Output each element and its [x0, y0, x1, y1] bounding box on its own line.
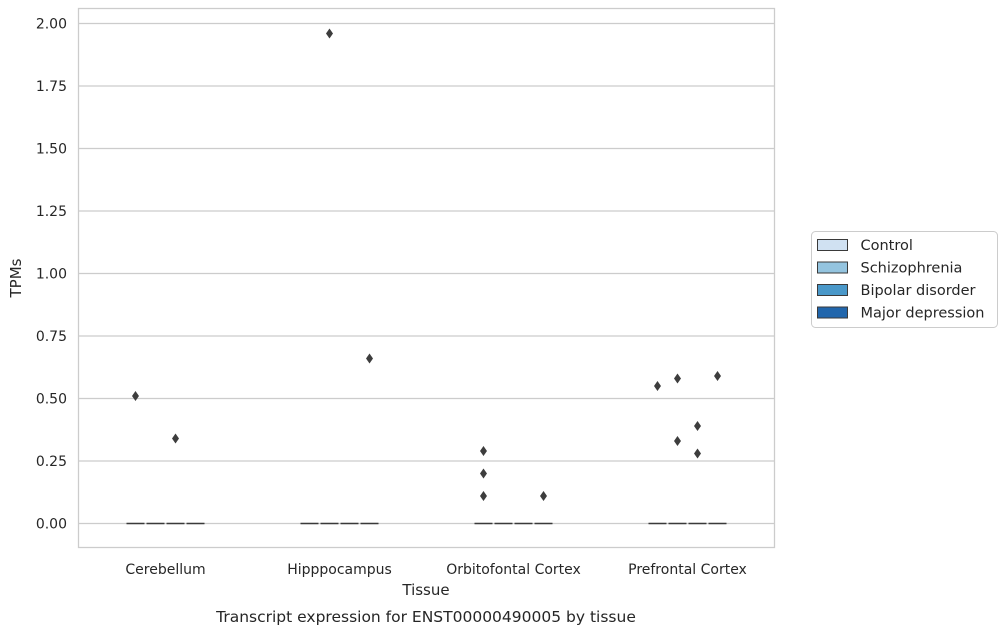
y-tick-label: 0.75: [36, 329, 67, 345]
y-tick-label: 1.50: [36, 142, 67, 158]
legend-swatch: [817, 261, 848, 274]
plot-area-frame: [77, 7, 776, 549]
y-tick-labels: 0.00 0.25 0.50 0.75 1.00 1.25 1.50 1.75 2.00: [36, 17, 67, 533]
x-tick-label: Cerebellum: [125, 562, 205, 578]
x-tick-label: Hipppocampus: [287, 562, 392, 578]
outlier-point: [694, 448, 702, 459]
legend-entry-label: Bipolar disorder: [861, 283, 976, 299]
y-tick-label: 1.25: [36, 204, 67, 220]
legend-entry-label: Control: [861, 238, 913, 254]
legend-frame: [811, 231, 998, 328]
y-tick-label: 0.25: [36, 454, 67, 470]
outlier-points: [131, 28, 722, 501]
outlier-point: [714, 371, 722, 381]
x-tick-labels: Cerebellum Hipppocampus Orbitofontal Corte…: [125, 562, 746, 578]
legend-entry-label: Schizophrenia: [861, 261, 963, 277]
legend-entry-label: Major depression: [861, 306, 985, 322]
outlier-point: [479, 468, 487, 479]
legend-swatch: [817, 239, 848, 251]
outlier-point: [479, 491, 487, 501]
y-tick-label: 1.00: [36, 267, 67, 283]
outlier-point: [366, 353, 374, 364]
outlier-point: [540, 491, 548, 501]
outlier-point: [673, 373, 681, 384]
outlier-point: [694, 421, 702, 431]
y-tick-label: 2.00: [36, 17, 67, 33]
outlier-point: [673, 436, 681, 446]
x-tick-label: Prefrontal Cortex: [628, 562, 747, 578]
outlier-point: [172, 433, 180, 444]
legend-swatch: [817, 306, 848, 319]
y-tick-label: 0.00: [36, 517, 67, 533]
x-tick-label: Orbitofontal Cortex: [446, 562, 581, 578]
outlier-point: [479, 446, 487, 456]
y-axis-label: TPMs: [7, 258, 25, 298]
legend: Control Schizophrenia Bipolar disorder Majo…: [811, 231, 998, 328]
y-tick-label: 0.50: [36, 392, 67, 408]
chart-caption: Transcript expression for ENST0000049000…: [215, 608, 636, 626]
outlier-point: [131, 391, 139, 401]
outlier-point: [653, 381, 661, 391]
y-tick-label: 1.75: [36, 79, 67, 95]
outlier-point: [325, 28, 333, 39]
x-axis-label: Tissue: [401, 581, 449, 599]
legend-swatch: [817, 284, 848, 296]
